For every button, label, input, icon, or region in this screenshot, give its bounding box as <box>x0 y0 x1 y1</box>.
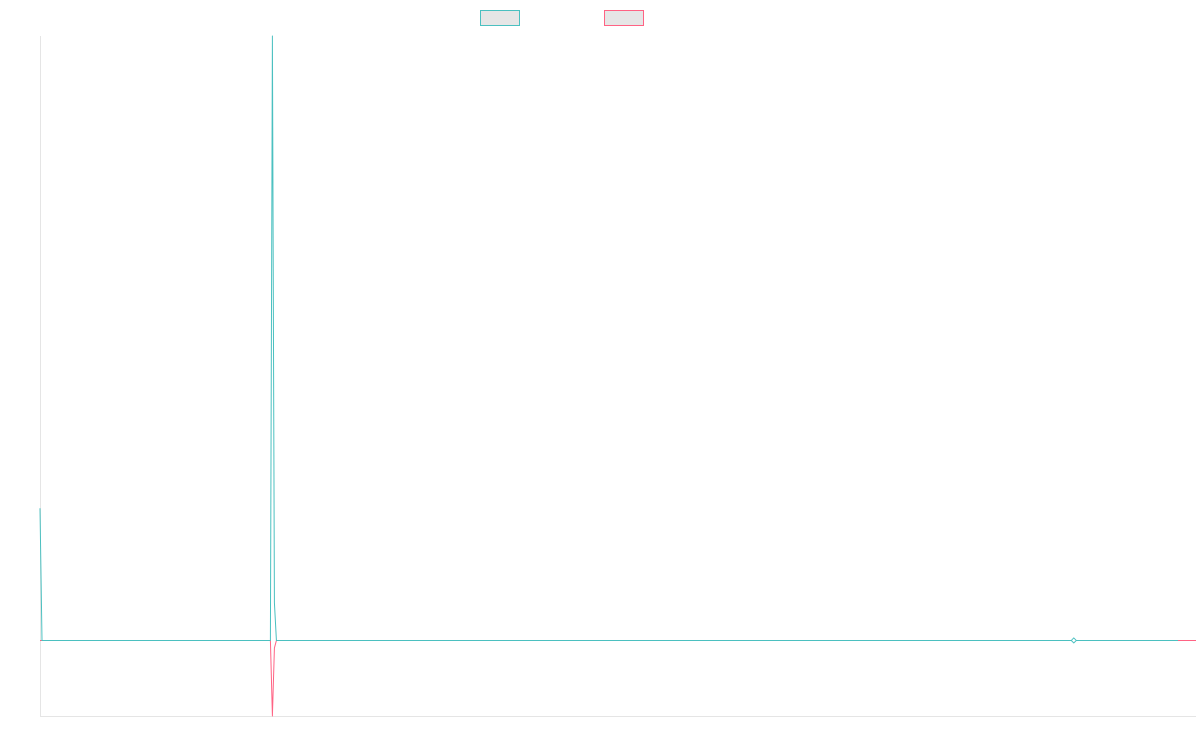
legend-swatch-series-2 <box>604 10 644 26</box>
series-2-line[interactable] <box>40 639 1196 717</box>
legend-item-series-2[interactable] <box>604 9 650 27</box>
series-layer <box>39 35 1196 717</box>
chart-legend <box>0 9 1200 27</box>
series-1-line[interactable] <box>39 35 1178 641</box>
legend-swatch-series-1 <box>480 10 520 26</box>
points-layer <box>1070 637 1077 644</box>
series-1-point-marker[interactable] <box>1070 637 1077 644</box>
legend-item-series-1[interactable] <box>480 9 526 27</box>
